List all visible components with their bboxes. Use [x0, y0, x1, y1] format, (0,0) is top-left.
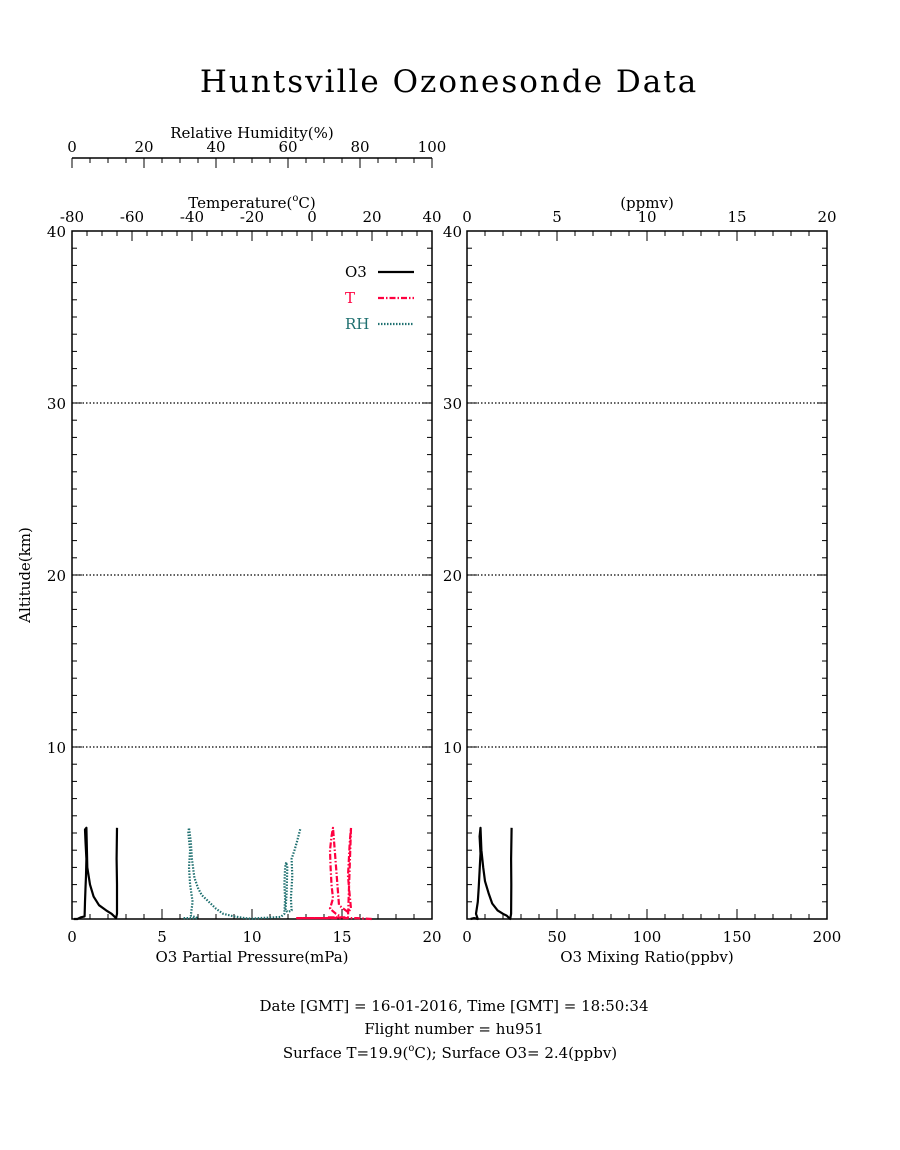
ppmv-tick-label: 20: [817, 208, 836, 226]
temperature-tick-label: 0: [307, 208, 317, 226]
left-bottom-tick-label: 10: [242, 928, 261, 946]
left-y-tick-label: 40: [47, 223, 66, 241]
footer-flight-number: Flight number = hu951: [364, 1020, 543, 1038]
right-y-tick-label: 40: [443, 223, 462, 241]
left-bottom-tick-label: 15: [332, 928, 351, 946]
rh-axis-label: Relative Humidity(%): [170, 124, 333, 142]
series-o3-line: [470, 826, 513, 921]
right-bottom-axis-label: O3 Mixing Ratio(ppbv): [560, 948, 733, 966]
right-y-tick-label: 20: [443, 567, 462, 585]
left-y-tick-label: 20: [47, 567, 66, 585]
temperature-label-degree: o: [292, 193, 298, 204]
footer-surface-values: Surface T=19.9(oC); Surface O3= 2.4(ppbv…: [283, 1043, 617, 1062]
left-bottom-axis-label: O3 Partial Pressure(mPa): [155, 948, 348, 966]
footer-degree-sup: o: [408, 1043, 414, 1054]
right-y-tick-label: 30: [443, 395, 462, 413]
temperature-tick-label: -20: [240, 208, 264, 226]
temperature-tick-label: 40: [422, 208, 441, 226]
rh-tick-label: 60: [278, 138, 297, 156]
ppmv-axis-label: (ppmv): [620, 194, 674, 212]
rh-tick-label: 40: [206, 138, 225, 156]
series-rh-line: [183, 826, 302, 920]
temperature-label-text: Temperature(: [188, 194, 292, 212]
left-bottom-tick-label: 0: [67, 928, 77, 946]
series-t-line: [295, 826, 372, 921]
right-y-tick-label: 10: [443, 739, 462, 757]
rh-tick-label: 80: [350, 138, 369, 156]
temperature-axis-label: Temperature(oC): [188, 193, 316, 212]
ppmv-tick-label: 5: [552, 208, 562, 226]
rh-tick-label: 0: [67, 138, 77, 156]
left-bottom-tick-label: 5: [157, 928, 167, 946]
footer-surface-t-part: Surface T=19.9(: [283, 1044, 408, 1062]
chart-title: Huntsville Ozonesonde Data: [200, 64, 698, 100]
legend-label-t: T: [345, 289, 355, 307]
footer-date-time: Date [GMT] = 16-01-2016, Time [GMT] = 18…: [259, 997, 648, 1015]
rh-tick-label: 100: [418, 138, 447, 156]
right-bottom-tick-label: 100: [633, 928, 662, 946]
ppmv-tick-label: 0: [462, 208, 472, 226]
rh-tick-label: 20: [134, 138, 153, 156]
left-y-axis-label: Altitude(km): [16, 527, 34, 624]
left-y-tick-label: 30: [47, 395, 66, 413]
legend: O3 T RH: [345, 263, 414, 333]
legend-label-o3: O3: [345, 263, 367, 281]
legend-label-rh: RH: [345, 315, 369, 333]
series-o3-line: [73, 826, 119, 921]
temperature-tick-label: 20: [362, 208, 381, 226]
right-bottom-tick-label: 150: [723, 928, 752, 946]
left-y-tick-label: 10: [47, 739, 66, 757]
temperature-tick-label: -40: [180, 208, 204, 226]
right-bottom-tick-label: 0: [462, 928, 472, 946]
temperature-tick-label: -60: [120, 208, 144, 226]
temperature-tick-label: -80: [60, 208, 84, 226]
ppmv-tick-label: 15: [727, 208, 746, 226]
left-panel: 10 20 30 40 Altitude(km) 0 5 10 15 20 O3 Partial P…: [16, 124, 446, 966]
right-bottom-tick-label: 200: [813, 928, 842, 946]
ppmv-tick-label: 10: [637, 208, 656, 226]
left-bottom-tick-label: 20: [422, 928, 441, 946]
temperature-label-unit: C): [298, 194, 315, 212]
right-bottom-tick-label: 50: [547, 928, 566, 946]
footer-surface-o3-part: C); Surface O3= 2.4(ppbv): [414, 1044, 617, 1062]
